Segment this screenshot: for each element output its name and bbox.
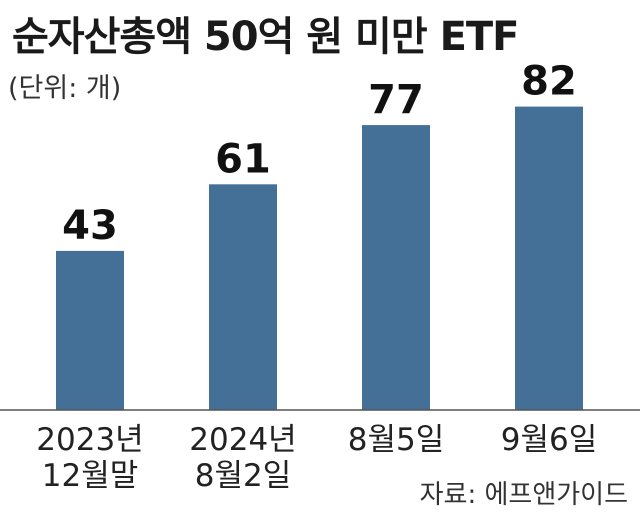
bar-3 bbox=[515, 106, 583, 410]
data-label-2: 77 bbox=[368, 77, 424, 123]
source-note: 자료: 에프앤가이드 bbox=[419, 480, 628, 510]
unit-label: (단위: 개) bbox=[8, 73, 122, 104]
x-tick-label-0-1: 12월말 bbox=[42, 458, 139, 494]
bar-0 bbox=[56, 250, 124, 410]
data-label-1: 61 bbox=[215, 136, 271, 182]
x-tick-label-0-0: 2023년 bbox=[36, 422, 143, 458]
data-label-3: 82 bbox=[521, 59, 577, 105]
bar-2 bbox=[362, 125, 430, 410]
x-tick-label-3-0: 9월6일 bbox=[501, 422, 598, 458]
bar-1 bbox=[209, 184, 277, 410]
data-label-0: 43 bbox=[62, 203, 118, 249]
chart-title: 순자산총액 50억 원 미만 ETF bbox=[12, 14, 520, 60]
x-tick-label-1-0: 2024년 bbox=[189, 422, 296, 458]
x-tick-label-2-0: 8월5일 bbox=[348, 422, 445, 458]
x-tick-label-1-1: 8월2일 bbox=[195, 458, 292, 494]
